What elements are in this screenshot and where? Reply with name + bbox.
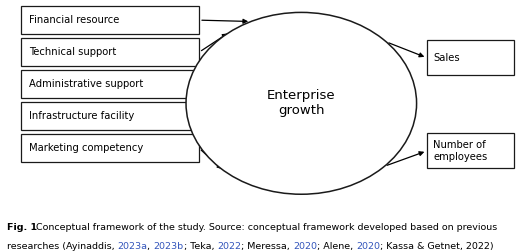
Text: Financial resource: Financial resource — [29, 15, 119, 25]
Text: ,: , — [147, 242, 154, 251]
FancyBboxPatch shape — [21, 102, 199, 130]
Text: Infrastructure facility: Infrastructure facility — [29, 111, 134, 121]
Text: researches (Ayinaddis,: researches (Ayinaddis, — [7, 242, 117, 251]
Text: ; Teka,: ; Teka, — [183, 242, 217, 251]
Text: ; Kassa & Getnet, 2022): ; Kassa & Getnet, 2022) — [380, 242, 494, 251]
FancyBboxPatch shape — [21, 38, 199, 66]
Text: Enterprise
growth: Enterprise growth — [267, 89, 335, 117]
Text: ; Meressa,: ; Meressa, — [241, 242, 293, 251]
Text: Fig. 1: Fig. 1 — [7, 223, 37, 232]
Text: Number of
employees: Number of employees — [433, 140, 488, 162]
Text: 2023a: 2023a — [117, 242, 147, 251]
Text: Technical support: Technical support — [29, 47, 116, 57]
Text: Administrative support: Administrative support — [29, 79, 143, 89]
Text: Marketing competency: Marketing competency — [29, 143, 143, 153]
Text: 2020: 2020 — [293, 242, 317, 251]
FancyBboxPatch shape — [427, 133, 514, 168]
Text: 2022: 2022 — [217, 242, 241, 251]
Text: ; Alene,: ; Alene, — [317, 242, 356, 251]
Text: Sales: Sales — [433, 53, 460, 63]
FancyBboxPatch shape — [21, 6, 199, 34]
FancyBboxPatch shape — [21, 70, 199, 98]
Text: Conceptual framework of the study. Source: conceptual framework developed based : Conceptual framework of the study. Sourc… — [36, 223, 497, 232]
Ellipse shape — [186, 12, 417, 194]
Text: 2023b: 2023b — [154, 242, 183, 251]
Text: 2020: 2020 — [356, 242, 380, 251]
FancyBboxPatch shape — [427, 40, 514, 75]
FancyBboxPatch shape — [21, 134, 199, 162]
